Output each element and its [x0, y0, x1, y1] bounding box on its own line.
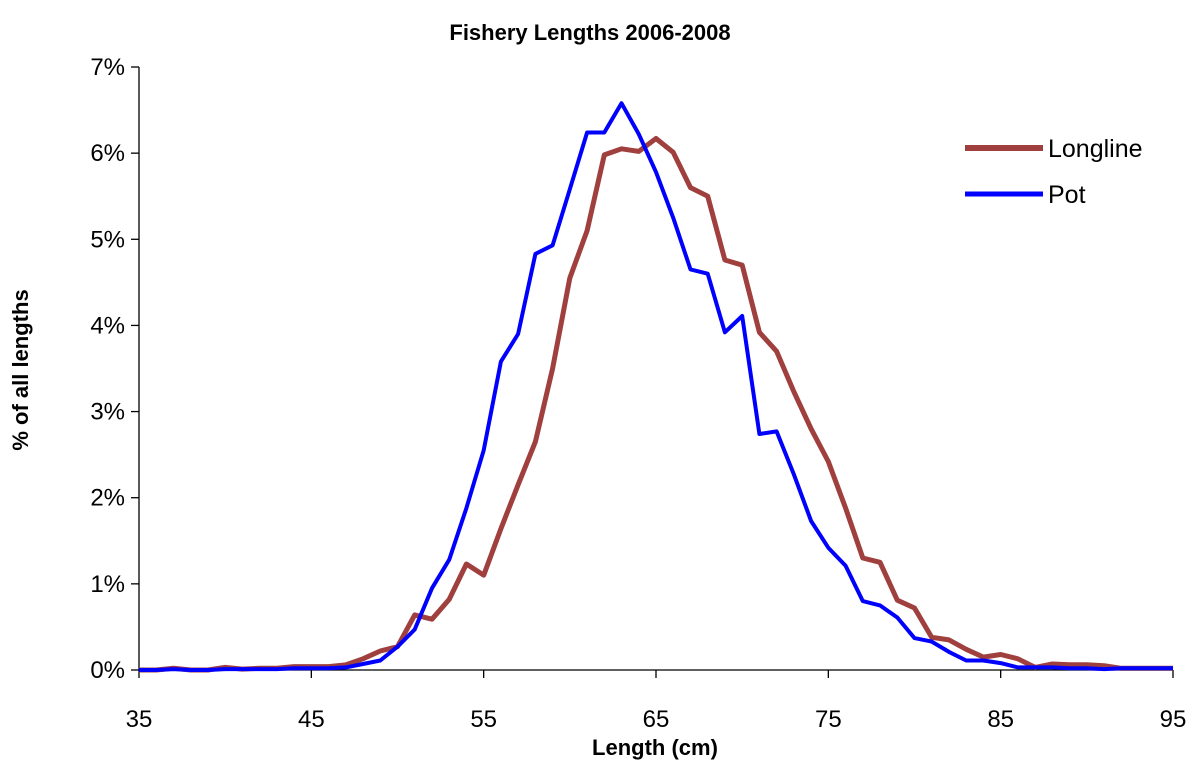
y-tick-label: 3%: [90, 399, 125, 426]
x-tick-label: 95: [1160, 706, 1187, 733]
x-tick-label: 35: [126, 706, 153, 733]
x-tick-label: 85: [987, 706, 1014, 733]
x-axis-label: Length (cm): [592, 735, 718, 760]
series-line-longline: [139, 136, 1173, 673]
y-tick-label: 2%: [90, 485, 125, 512]
legend-label-pot: Pot: [1048, 181, 1086, 209]
series-lines: [139, 101, 1173, 673]
y-axis-label: % of all lengths: [8, 289, 33, 450]
x-tick-label: 75: [815, 706, 842, 733]
y-tick-label: 5%: [90, 226, 125, 253]
series-line-pot: [139, 101, 1173, 672]
y-tick-label: 7%: [90, 54, 125, 81]
x-tick-label: 45: [298, 706, 325, 733]
y-axis-ticks: 0% 1% 2% 3% 4% 5% 6% 7%: [90, 54, 139, 684]
chart-title: Fishery Lengths 2006-2008: [449, 20, 730, 45]
x-tick-label: 65: [643, 706, 670, 733]
x-tick-label: 55: [470, 706, 497, 733]
y-tick-label: 1%: [90, 571, 125, 598]
x-axis-ticks: 35 45 55 65 75 85 95: [126, 670, 1187, 733]
y-tick-label: 4%: [90, 312, 125, 339]
legend: Longline Pot: [965, 135, 1143, 209]
y-tick-label: 6%: [90, 140, 125, 167]
y-tick-label: 0%: [90, 657, 125, 684]
legend-label-longline: Longline: [1048, 135, 1143, 163]
